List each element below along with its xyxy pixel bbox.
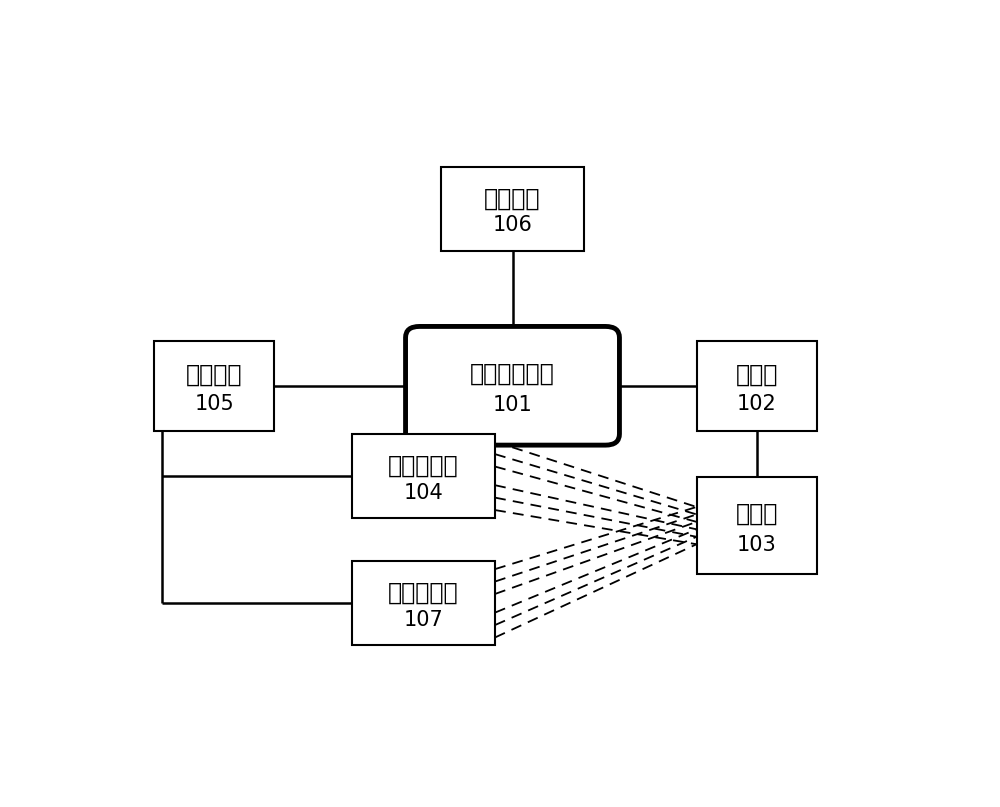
Bar: [441, 167, 584, 251]
Text: 107: 107: [404, 610, 443, 630]
Text: 雨感测定仪: 雨感测定仪: [388, 454, 459, 478]
Text: 106: 106: [493, 215, 532, 236]
Text: 105: 105: [194, 394, 234, 414]
Bar: [697, 478, 817, 574]
Bar: [154, 341, 274, 431]
FancyBboxPatch shape: [406, 327, 619, 445]
Text: 比较电路: 比较电路: [186, 363, 242, 387]
Text: 变频器: 变频器: [735, 363, 778, 387]
Text: 雨感传感器: 雨感传感器: [388, 581, 459, 605]
Text: 摄像单元: 摄像单元: [484, 186, 541, 211]
Bar: [352, 562, 495, 646]
Bar: [697, 341, 817, 431]
Text: 喷淋器: 喷淋器: [735, 502, 778, 526]
Text: 102: 102: [737, 394, 776, 414]
Bar: [352, 434, 495, 518]
Text: 中央控制单元: 中央控制单元: [470, 362, 555, 387]
Text: 101: 101: [493, 395, 532, 415]
Text: 104: 104: [404, 483, 443, 503]
Text: 103: 103: [737, 535, 776, 555]
